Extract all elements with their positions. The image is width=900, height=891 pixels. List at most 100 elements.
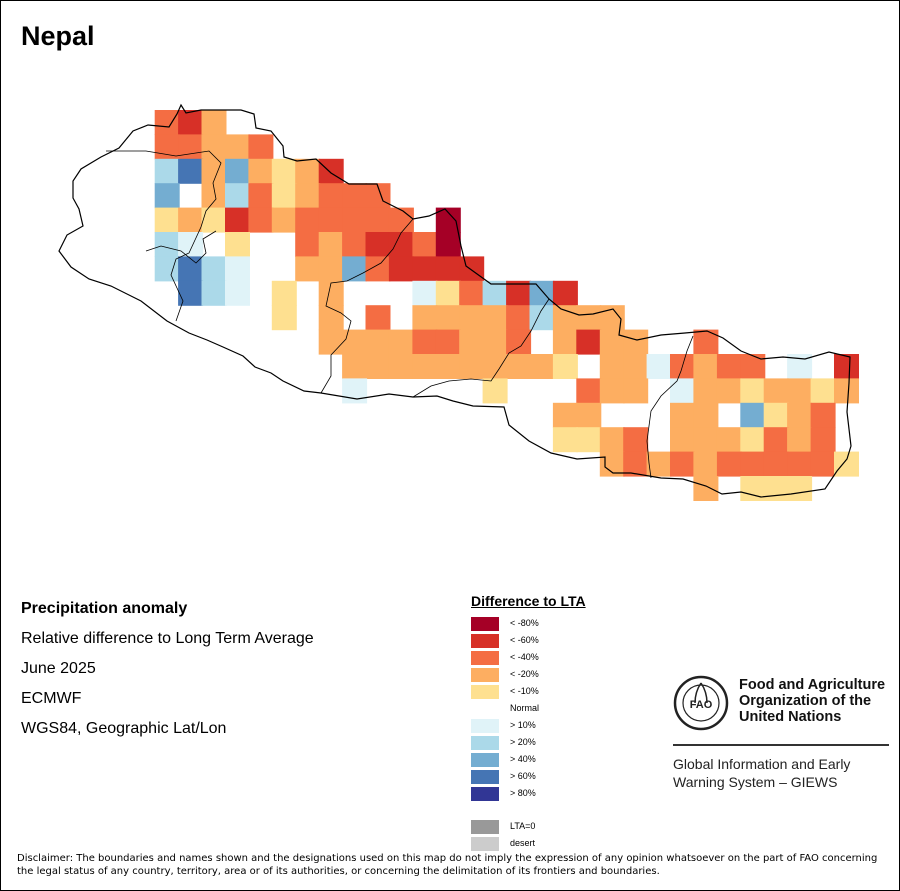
grid-cell — [810, 451, 836, 477]
legend-swatch — [471, 651, 499, 665]
grid-cell — [646, 451, 672, 477]
grid-cell — [529, 280, 555, 306]
grid-cell — [412, 305, 438, 331]
grid-cell — [459, 329, 485, 355]
grid-cell — [154, 158, 180, 184]
grid-cell — [271, 183, 297, 209]
legend-swatch — [471, 634, 499, 648]
legend-label: > 40% — [510, 754, 536, 764]
legend-label: > 80% — [510, 788, 536, 798]
grid-cell — [365, 305, 391, 331]
grid-cell — [412, 232, 438, 257]
grid-cell — [763, 476, 789, 501]
grid-cell — [318, 305, 344, 331]
grid-cell — [716, 451, 742, 477]
grid-cell — [763, 427, 789, 453]
grid-cell — [552, 329, 578, 355]
grid-cell — [482, 329, 508, 355]
fao-branding: FAO Food and Agriculture Organization of… — [673, 675, 889, 795]
grid-cell — [576, 402, 602, 428]
grid-cell — [459, 256, 485, 282]
info-source: ECMWF — [21, 690, 82, 707]
grid-cell — [552, 280, 578, 306]
grid-cell — [365, 329, 391, 355]
legend-label: < -20% — [510, 669, 539, 679]
grid-cell — [412, 329, 438, 355]
grid-cell — [271, 280, 297, 306]
legend-label: > 10% — [510, 720, 536, 730]
grid-cell — [623, 329, 649, 355]
info-subtitle: Relative difference to Long Term Average — [21, 630, 314, 647]
grid-cell — [318, 232, 344, 257]
info-projection: WGS84, Geographic Lat/Lon — [21, 720, 227, 737]
map-title: Nepal — [21, 21, 95, 51]
legend-swatch — [471, 820, 499, 834]
grid-cell — [365, 232, 391, 257]
grid-cell — [225, 280, 250, 306]
grid-cell — [295, 232, 321, 257]
grid-cell — [318, 158, 344, 184]
grid-cell — [693, 354, 719, 379]
grid-cell — [834, 354, 859, 379]
grid-cell — [295, 183, 321, 209]
grid-cell — [576, 427, 602, 453]
grid-cell — [810, 427, 836, 453]
map-legend: Difference to LTA < -80% < -60% < -40% < -2… — [471, 593, 586, 851]
grid-cell — [342, 329, 368, 355]
grid-cell — [295, 207, 321, 233]
grid-cell — [318, 183, 344, 209]
grid-cell — [459, 354, 485, 379]
grid-cell — [178, 232, 204, 257]
grid-cell — [318, 329, 344, 355]
grid-cell — [482, 280, 508, 306]
legend-swatch — [471, 685, 499, 699]
grid-cell — [740, 354, 766, 379]
grid-cell — [271, 158, 297, 184]
grid-cell — [225, 256, 250, 282]
grid-cell — [342, 256, 368, 282]
grid-cell — [225, 183, 250, 209]
grid-cell — [834, 378, 859, 404]
grid-cell — [482, 305, 508, 331]
grid-cell — [154, 232, 180, 257]
legend-label: desert — [510, 838, 536, 848]
grid-cell — [201, 110, 227, 135]
grid-cell — [810, 402, 836, 428]
legend-label: Normal — [510, 703, 540, 713]
grid-cell — [435, 232, 461, 257]
province-boundary-5 — [646, 335, 694, 479]
grid-cell — [225, 134, 250, 160]
grid-cell — [623, 427, 649, 453]
grid-cell — [154, 110, 180, 135]
grid-cell — [459, 305, 485, 331]
legend-swatch — [471, 770, 499, 784]
grid-cell — [787, 451, 813, 477]
legend-title: Difference to LTA — [471, 593, 586, 609]
fao-org-name: Food and Agriculture Organization of the… — [739, 677, 886, 725]
grid-cell — [670, 451, 695, 477]
grid-cell — [388, 207, 414, 233]
grid-cell — [623, 354, 649, 379]
grid-cell — [435, 354, 461, 379]
country-boundary — [58, 103, 852, 498]
legend-label: < -60% — [510, 635, 539, 645]
grid-cell — [740, 427, 766, 453]
grid-cell — [787, 378, 813, 404]
grid-cell — [576, 329, 602, 355]
grid-cell — [388, 232, 414, 257]
grid-cell — [529, 354, 555, 379]
grid-cell — [342, 183, 368, 209]
grid-cell — [716, 427, 742, 453]
grid-cell — [763, 378, 789, 404]
info-heading: Precipitation anomaly — [21, 600, 188, 617]
grid-cell — [787, 427, 813, 453]
grid-cell — [201, 280, 227, 306]
grid-cell — [154, 134, 180, 160]
grid-cell — [763, 402, 789, 428]
legend-label: > 60% — [510, 771, 536, 781]
grid-cell — [576, 378, 602, 404]
grid-cell — [435, 329, 461, 355]
info-period: June 2025 — [21, 660, 96, 677]
legend-label: < -40% — [510, 652, 539, 662]
grid-cell — [693, 427, 719, 453]
